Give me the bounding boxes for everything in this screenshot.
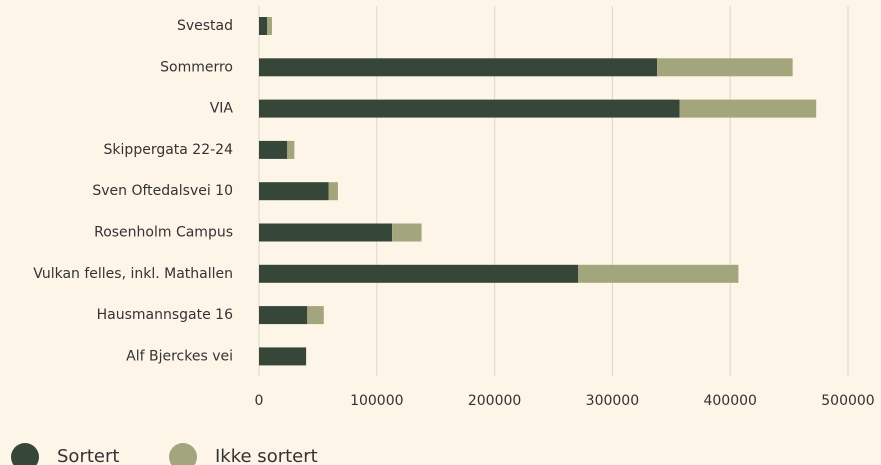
legend-label: Ikke sortert [215, 446, 318, 465]
bar [679, 99, 817, 118]
y-tick-label: Sven Oftedalsvei 10 [92, 183, 233, 199]
bar [328, 182, 338, 201]
bar [259, 223, 393, 242]
bar [267, 17, 272, 35]
x-tick-label: 0 [255, 393, 264, 409]
x-tick-label: 200000 [468, 393, 521, 409]
legend-swatch [11, 443, 39, 465]
bar [259, 99, 680, 118]
bar [259, 17, 268, 35]
y-tick-label: Rosenholm Campus [94, 225, 233, 241]
bar [259, 182, 329, 201]
bar [259, 140, 288, 159]
bar [657, 58, 793, 77]
bar [287, 140, 295, 159]
y-tick-label: Skippergata 22-24 [104, 142, 234, 158]
y-tick-label: Alf Bjerckes vei [126, 348, 233, 364]
y-tick-label: Svestad [177, 18, 233, 34]
x-tick-label: 300000 [586, 393, 639, 409]
x-tick-label: 500000 [821, 393, 874, 409]
legend-swatch [169, 443, 197, 465]
y-tick-label: Hausmannsgate 16 [97, 307, 233, 323]
bar [259, 306, 308, 325]
bar [392, 223, 422, 242]
bar [259, 58, 658, 77]
legend-label: Sortert [57, 446, 119, 465]
bar [307, 306, 324, 325]
y-tick-label: Vulkan felles, inkl. Mathallen [33, 266, 233, 282]
y-tick-label: Sommerro [160, 59, 233, 75]
x-tick-label: 100000 [350, 393, 403, 409]
y-tick-label: VIA [210, 101, 234, 117]
bar [259, 347, 307, 366]
bar [578, 264, 739, 283]
bar [259, 264, 579, 283]
x-tick-label: 400000 [703, 393, 756, 409]
